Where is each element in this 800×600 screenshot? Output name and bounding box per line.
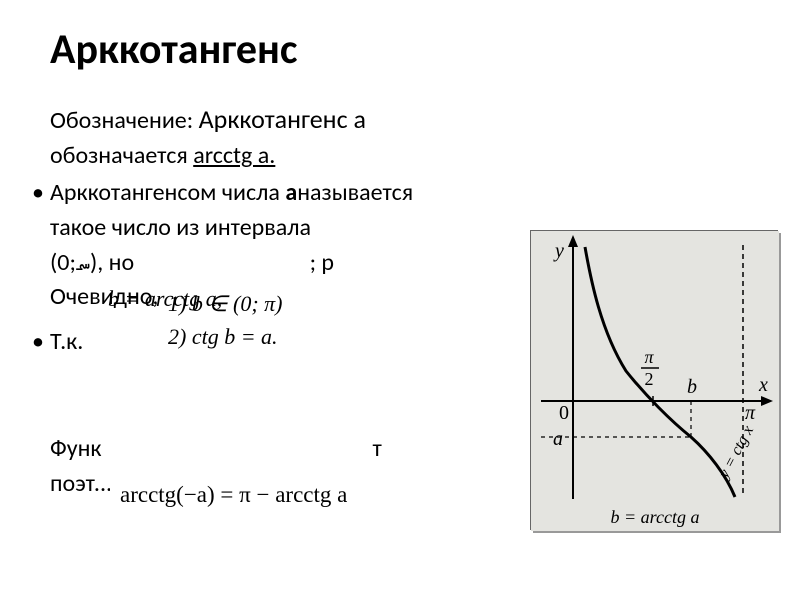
origin-label: 0	[559, 402, 569, 424]
graph-caption: b = arcctg a	[611, 507, 700, 527]
label-prefix: Обозначение:	[50, 106, 193, 135]
label-term: Арккотангенс а	[199, 103, 366, 135]
negative-arcctg-formula: arcctg(−a) = π − arcctg a	[110, 478, 357, 512]
pi-label: π	[644, 347, 654, 367]
func-start: Функ	[50, 434, 102, 463]
b-label: b	[687, 376, 697, 398]
definition-label-line: Обозначение: Арккотангенс а	[50, 103, 760, 135]
label-notation: arcctg a.	[193, 141, 275, 170]
definition-denoted-line: обозначается arcctg a.	[50, 141, 760, 170]
formula-b: b = arcctg a,	[108, 282, 222, 315]
label-denoted: обозначается	[50, 141, 188, 170]
def-part1: Арккотангенсом числа	[50, 178, 280, 207]
def3-mid: , но	[97, 248, 134, 277]
def3-start: (0;؄)	[50, 248, 97, 277]
y-axis-label: y	[553, 240, 564, 262]
graph-svg: y x 0 π 2 b π a y = ctg x b = arcctg a	[531, 231, 779, 531]
formula-2: 2) ctg b = a.	[168, 320, 283, 353]
def-part1-end: называется	[297, 178, 413, 207]
a-label: a	[553, 428, 563, 450]
pi-denom: 2	[645, 369, 654, 389]
slide-title: Арккотангенс	[50, 24, 760, 75]
x-axis-label: x	[758, 374, 768, 396]
formula-stack: b = arcctg a, 1) b ∈ (0; π) 2) ctg b = a…	[160, 250, 291, 357]
func-end: т	[372, 434, 381, 463]
cotangent-graph: y x 0 π 2 b π a y = ctg x b = arcctg a	[530, 230, 778, 530]
definition-bullet: Арккотангенсом числа аназывается	[50, 176, 760, 211]
def3-mid2: ; р	[310, 248, 334, 277]
pi-x-label: π	[745, 402, 756, 424]
def-a: а	[285, 178, 297, 207]
